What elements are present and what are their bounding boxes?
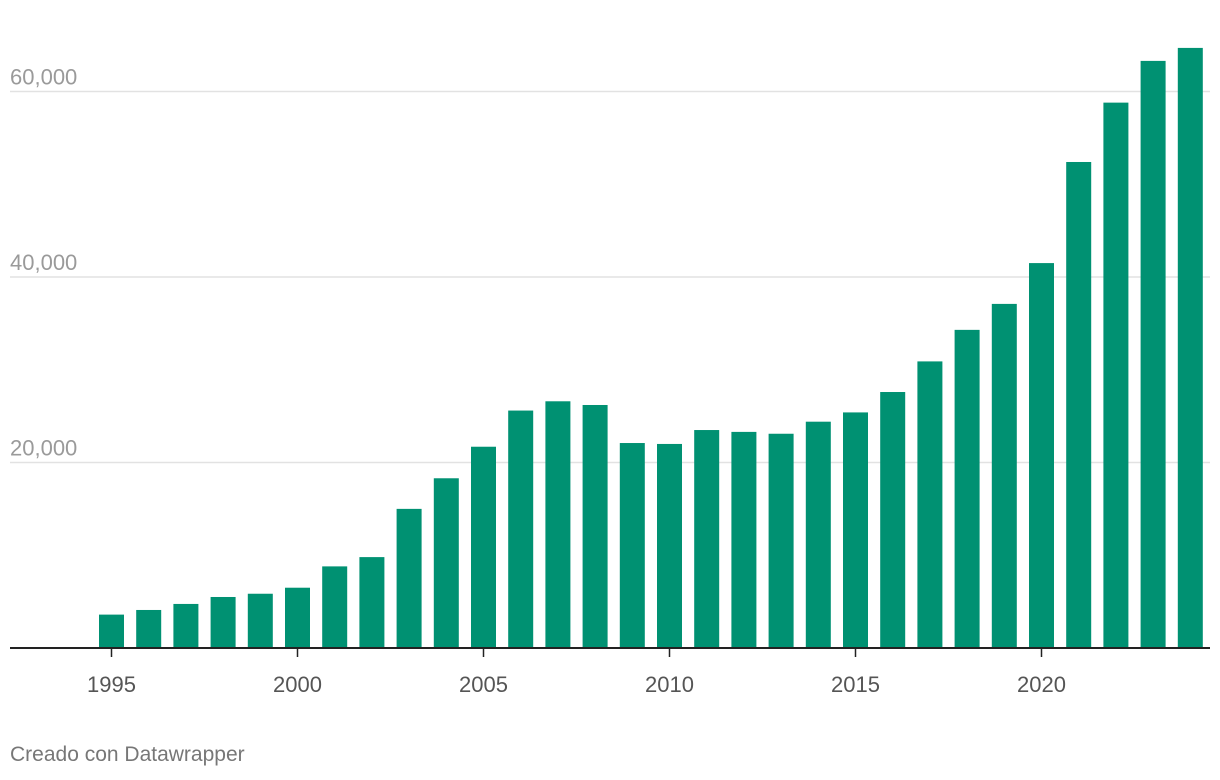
x-tick-label: 2010 [645, 672, 694, 697]
bar-1998 [210, 596, 236, 648]
bar-2009 [619, 443, 645, 648]
bars [99, 47, 1203, 649]
y-tick-label: 40,000 [10, 250, 77, 275]
bar-2019 [991, 303, 1017, 648]
bar-2005 [471, 446, 496, 648]
bar-1996 [136, 609, 162, 648]
x-tick-label: 2020 [1017, 672, 1066, 697]
x-tick-label: 2000 [273, 672, 322, 697]
bar-2023 [1140, 60, 1166, 648]
bar-2012 [731, 431, 757, 648]
bar-2013 [768, 433, 794, 648]
bar-1995 [99, 614, 124, 648]
bar-1997 [173, 603, 199, 648]
bar-2000 [285, 587, 310, 648]
bar-2016 [880, 392, 906, 648]
x-tick-label: 2005 [459, 672, 508, 697]
bar-2018 [954, 329, 980, 648]
bar-2001 [322, 566, 348, 648]
bar-2014 [805, 421, 831, 648]
bar-2007 [545, 401, 571, 648]
bar-2011 [694, 430, 720, 648]
x-tick-label: 1995 [87, 672, 136, 697]
y-tick-label: 60,000 [10, 65, 77, 90]
bar-2008 [582, 404, 608, 648]
bar-2015 [843, 412, 868, 648]
bar-2024 [1177, 47, 1203, 649]
bar-2006 [508, 410, 534, 648]
bar-2004 [433, 478, 459, 648]
bar-2021 [1066, 161, 1092, 649]
bar-chart: 20,000 40,000 60,000 1995 2000 2005 2010 2015 2… [10, 47, 1210, 697]
bar-2010 [657, 443, 682, 648]
y-tick-label: 20,000 [10, 436, 77, 461]
x-tick-label: 2015 [831, 672, 880, 697]
bar-2002 [359, 557, 385, 648]
x-axis: 1995 2000 2005 2010 2015 2020 [10, 647, 1210, 697]
bar-2022 [1103, 102, 1129, 648]
y-axis-labels: 20,000 40,000 60,000 [10, 65, 77, 461]
bar-1999 [247, 593, 273, 648]
bar-2003 [396, 508, 422, 648]
bar-2020 [1029, 263, 1054, 648]
datawrapper-credit: Creado con Datawrapper [10, 743, 245, 766]
bar-2017 [917, 361, 943, 648]
